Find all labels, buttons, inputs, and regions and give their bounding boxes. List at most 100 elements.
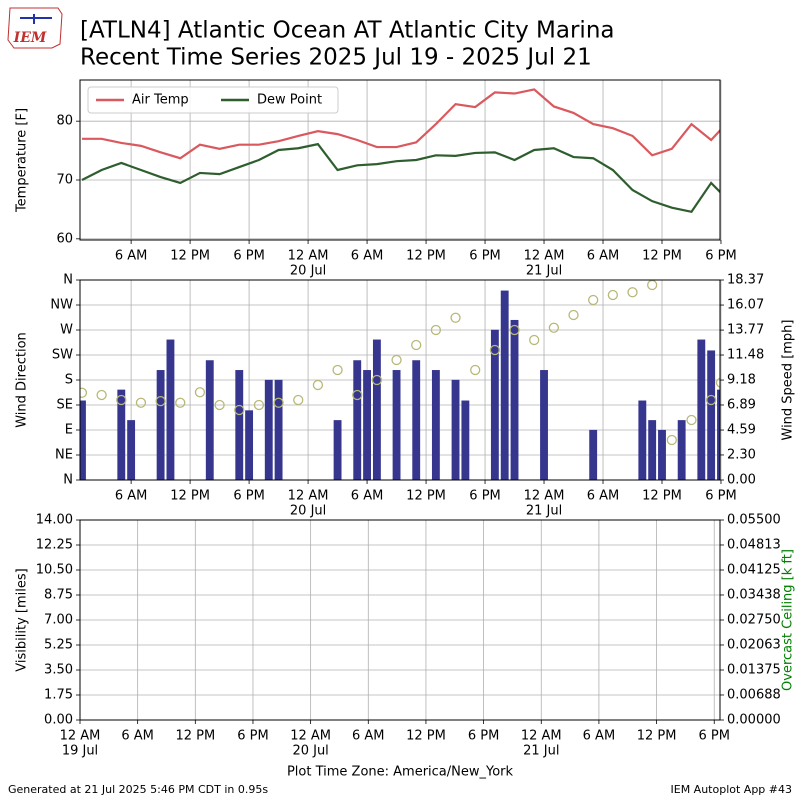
wind-speed-bar [697, 339, 706, 480]
wind-speed-bar [156, 370, 165, 480]
logo: IEM [7, 7, 63, 49]
wind-direction-point [194, 387, 206, 398]
y-tick-label: S [65, 373, 73, 388]
wind-direction-point [312, 379, 324, 391]
wind-direction-point [155, 395, 166, 407]
x-tick-label: 6 AM [351, 489, 384, 504]
wind-direction-point [352, 389, 363, 401]
x-tick-date: 20 Jul [290, 504, 326, 519]
wind-direction-point [273, 397, 284, 408]
y-tick-label: E [65, 423, 73, 438]
wind-direction-point [80, 387, 88, 398]
y2-tick-label: 0.00000 [727, 713, 781, 728]
wind-speed-bar [117, 389, 126, 480]
x-tick-label: 12 AM [524, 489, 565, 504]
x-tick-label: 6 PM [469, 249, 500, 264]
y2-tick-label: 0.04125 [727, 563, 781, 578]
x-tick-label: 6 PM [468, 729, 499, 744]
plot-area [81, 88, 720, 213]
x-tick-date: 21 Jul [523, 744, 559, 759]
wind-speed-bar [589, 429, 598, 480]
y-tick-label: 70 [56, 173, 73, 188]
wind-speed-bar [658, 429, 666, 480]
wind-direction-point [607, 289, 618, 301]
x-tick-date: 21 Jul [526, 504, 562, 519]
wind-speed-bar [648, 420, 657, 480]
x-tick-label: 6 PM [705, 249, 736, 264]
chart-title: [ATLN4] Atlantic Ocean AT Atlantic City … [80, 18, 615, 44]
plot-frame [79, 79, 721, 241]
x-tick-label: 6 AM [351, 249, 384, 264]
wind-speed-bar [353, 360, 362, 480]
x-tick-label: 6 PM [233, 249, 264, 264]
y-tick-label: 5.25 [44, 638, 73, 653]
plot-frame [79, 519, 721, 721]
wind-direction-point [715, 377, 720, 388]
y-axis-label: Wind Direction [15, 332, 30, 428]
x-tick-label: 6 PM [233, 489, 264, 504]
x-tick-label: 12 AM [290, 729, 331, 744]
x-tick-label: 12 PM [175, 729, 215, 744]
y2-tick-label: 0.04813 [727, 537, 781, 552]
x-tick-label: 12 AM [288, 249, 329, 264]
x-tick-label: 12 PM [406, 489, 446, 504]
y2-tick-label: 9.18 [727, 373, 756, 388]
wind-speed-bar [707, 350, 716, 480]
y2-tick-label: 2.30 [727, 447, 756, 462]
y-tick-label: 14.00 [36, 513, 73, 528]
wind-speed-bar [510, 319, 519, 480]
x-tick-label: 6 AM [352, 729, 385, 744]
wind-direction-point [666, 434, 677, 446]
x-tick-label: 6 PM [705, 489, 736, 504]
x-tick-label: 12 PM [170, 249, 210, 264]
x-tick-date: 21 Jul [526, 264, 562, 279]
y2-tick-label: 6.89 [727, 397, 756, 412]
wind-speed-bar [264, 379, 273, 480]
wind-direction-point [293, 394, 304, 406]
y2-tick-label: 0.01375 [727, 663, 781, 678]
wind-speed-bar [363, 370, 371, 480]
footer-generated: Generated at 21 Jul 2025 5:46 PM CDT in … [8, 783, 268, 796]
wind-direction-point [411, 339, 422, 351]
x-tick-date: 20 Jul [292, 744, 328, 759]
wind-speed-bar [451, 379, 460, 480]
x-tick-label: 12 AM [60, 729, 101, 744]
wind-speed-bar [205, 360, 214, 480]
y2-tick-label: 13.77 [727, 323, 764, 338]
x-tick-label: 6 AM [115, 489, 148, 504]
y2-tick-label: 0.03438 [727, 587, 781, 602]
x-tick-date: 20 Jul [290, 264, 326, 279]
wind-direction-point [234, 404, 245, 416]
y2-tick-label: 16.07 [727, 298, 764, 313]
y2-tick-label: 18.37 [727, 273, 764, 288]
y-tick-label: N [63, 273, 73, 288]
x-tick-label: 6 AM [583, 729, 616, 744]
wind-speed-bar [235, 370, 244, 480]
y-tick-label: 7.00 [44, 613, 73, 628]
y-tick-label: NE [55, 448, 73, 463]
logo-text: IEM [13, 30, 47, 46]
x-axis-label: Plot Time Zone: America/New_York [287, 765, 514, 780]
line [81, 88, 720, 160]
wind-speed-bar [333, 420, 342, 480]
x-tick-label: 6 AM [587, 249, 620, 264]
wind-speed-bar [717, 389, 720, 480]
x-tick-label: 12 PM [642, 489, 682, 504]
y2-axis-label: Overcast Ceiling [k ft] [781, 549, 796, 691]
wind-speed-bar [461, 400, 470, 480]
y-tick-label: 8.75 [44, 588, 73, 603]
wind-speed-bar [490, 329, 499, 480]
wind-direction-point [430, 324, 442, 336]
wind-direction-point [116, 394, 127, 406]
x-tick-label: 12 AM [288, 489, 329, 504]
x-tick-label: 12 PM [642, 249, 682, 264]
wind-speed-bar [500, 290, 509, 480]
y-tick-label: 12.25 [36, 538, 73, 553]
wind-direction-point [548, 322, 560, 333]
wind-speed-bar [540, 370, 548, 480]
wind-speed-bar [245, 410, 254, 480]
x-tick-label: 6 PM [698, 729, 729, 744]
x-tick-label: 12 AM [521, 729, 562, 744]
plot-frame [79, 279, 721, 481]
